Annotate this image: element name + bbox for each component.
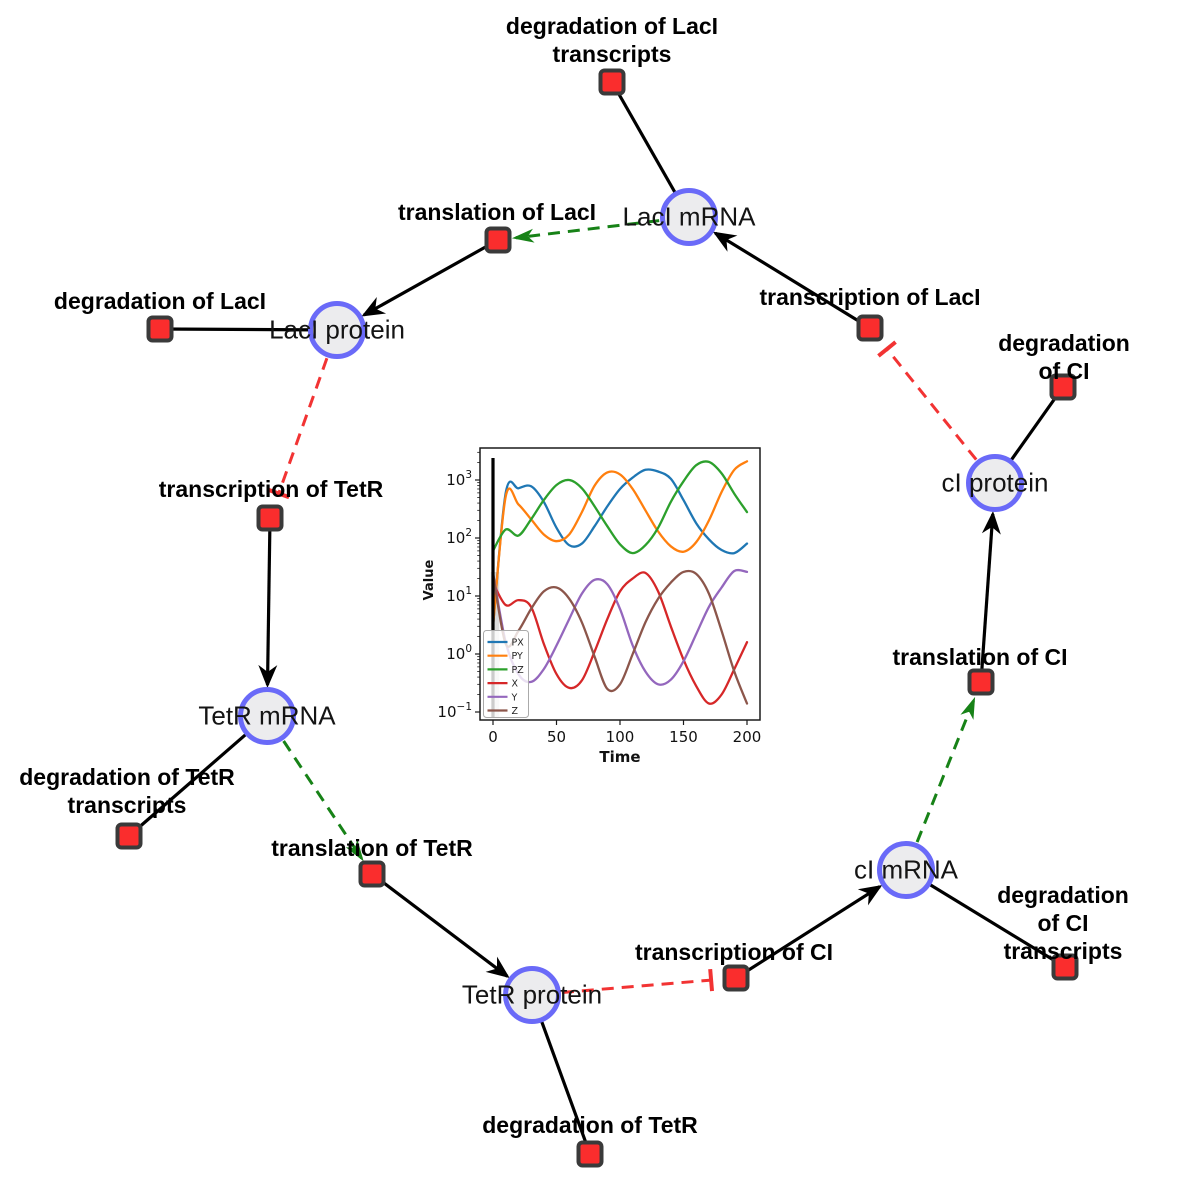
svg-text:200: 200 xyxy=(733,728,762,746)
edge-translation-cI-to-cI-protein xyxy=(979,511,1001,683)
edge-tetR-mRNA-to-degradation-transcripts xyxy=(127,714,269,838)
edge-transcription-cI-to-cI-mRNA xyxy=(735,884,883,980)
species-label-tetR-protein: TetR protein xyxy=(461,979,603,1010)
svg-text:100: 100 xyxy=(606,728,635,746)
edge-tetR-protein-inhibits-transcription-cI xyxy=(561,968,715,994)
reaction-label-translation-cI: translation of CI xyxy=(892,644,1068,670)
edge-translation-tetR-to-tetR-protein xyxy=(371,872,510,979)
reaction-node-translation-lacI[interactable] xyxy=(484,226,512,254)
species-node-tetR-protein[interactable] xyxy=(503,966,561,1024)
reaction-label-transcription-lacI: transcription of LacI xyxy=(759,284,981,310)
reaction-node-transcription-lacI[interactable] xyxy=(856,314,884,342)
svg-text:Y: Y xyxy=(511,692,518,703)
reaction-node-degradation-tetR-transcripts[interactable] xyxy=(115,822,143,850)
species-label-cI-protein: cI protein xyxy=(941,467,1049,498)
reaction-label-transcription-tetR: transcription of TetR xyxy=(158,476,384,502)
series-Y xyxy=(491,568,749,686)
reaction-node-degradation-cI[interactable] xyxy=(1049,373,1077,401)
svg-text:150: 150 xyxy=(669,728,698,746)
reaction-label-degradation-cI-transcripts: degradation of CI transcripts xyxy=(997,882,1129,964)
species-node-lacI-mRNA[interactable] xyxy=(660,188,718,246)
species-label-tetR-mRNA: TetR mRNA xyxy=(198,700,336,731)
edge-cI-mRNA-modifier-translation xyxy=(915,696,976,843)
reaction-node-translation-tetR[interactable] xyxy=(358,860,386,888)
series-Z xyxy=(491,569,749,705)
species-label-lacI-protein: LacI protein xyxy=(269,314,405,345)
reaction-label-degradation-lacI: degradation of LacI xyxy=(53,288,267,314)
species-node-cI-mRNA[interactable] xyxy=(877,841,935,899)
edge-transcription-tetR-to-tetR-mRNA xyxy=(258,517,278,688)
reaction-label-transcription-cI: transcription of CI xyxy=(634,939,834,965)
reaction-label-degradation-lacI-transcripts: degradation of LacI transcripts xyxy=(505,13,719,67)
series-X xyxy=(491,571,749,705)
reaction-label-translation-tetR: translation of TetR xyxy=(271,835,473,861)
series-PX xyxy=(491,468,749,628)
x-axis-label: Time xyxy=(599,748,640,766)
y-axis-label: Value xyxy=(422,559,437,600)
svg-text:PY: PY xyxy=(512,651,524,662)
species-node-lacI-protein[interactable] xyxy=(308,301,366,359)
series-PZ xyxy=(491,460,749,555)
svg-text:50: 50 xyxy=(547,728,566,746)
edge-translation-lacI-to-lacI-protein xyxy=(361,238,499,317)
reaction-label-translation-lacI: translation of LacI xyxy=(397,199,597,225)
edge-lacI-protein-to-degradation xyxy=(159,327,338,332)
reaction-label-degradation-tetR: degradation of TetR xyxy=(482,1112,698,1138)
svg-text:PZ: PZ xyxy=(512,665,525,676)
series-curves xyxy=(491,460,749,705)
reaction-label-degradation-cI: degradation of CI xyxy=(998,330,1130,384)
svg-text:Z: Z xyxy=(512,706,519,717)
reaction-node-translation-cI[interactable] xyxy=(967,668,995,696)
species-node-cI-protein[interactable] xyxy=(966,454,1024,512)
edge-lacI-protein-inhibits-transcription-tetR xyxy=(267,357,329,500)
svg-text:PX: PX xyxy=(512,638,525,649)
reaction-label-degradation-tetR-transcripts: degradation of TetR transcripts xyxy=(19,764,235,818)
legend: PX PY PZ XYZ xyxy=(483,630,529,718)
svg-text:X: X xyxy=(512,679,519,690)
edge-cI-protein-inhibits-transcription-lacI xyxy=(877,340,978,461)
edge-cI-mRNA-to-degradation-transcripts xyxy=(905,868,1066,969)
species-node-tetR-mRNA[interactable] xyxy=(238,687,296,745)
reaction-node-degradation-lacI[interactable] xyxy=(146,315,174,343)
reaction-node-transcription-cI[interactable] xyxy=(722,964,750,992)
reaction-node-degradation-cI-transcripts[interactable] xyxy=(1051,953,1079,981)
svg-text:0: 0 xyxy=(488,728,498,746)
species-label-lacI-mRNA: LacI mRNA xyxy=(622,201,756,232)
reaction-node-degradation-lacI-transcripts[interactable] xyxy=(598,68,626,96)
species-label-cI-mRNA: cI mRNA xyxy=(854,854,958,885)
reaction-node-transcription-tetR[interactable] xyxy=(256,504,284,532)
reaction-node-degradation-tetR[interactable] xyxy=(576,1140,604,1168)
edge-lacI-mRNA-modifier-translation xyxy=(511,219,660,243)
edge-tetR-mRNA-modifier-translation xyxy=(282,740,364,862)
edge-transcription-lacI-to-lacI-mRNA xyxy=(712,231,871,330)
